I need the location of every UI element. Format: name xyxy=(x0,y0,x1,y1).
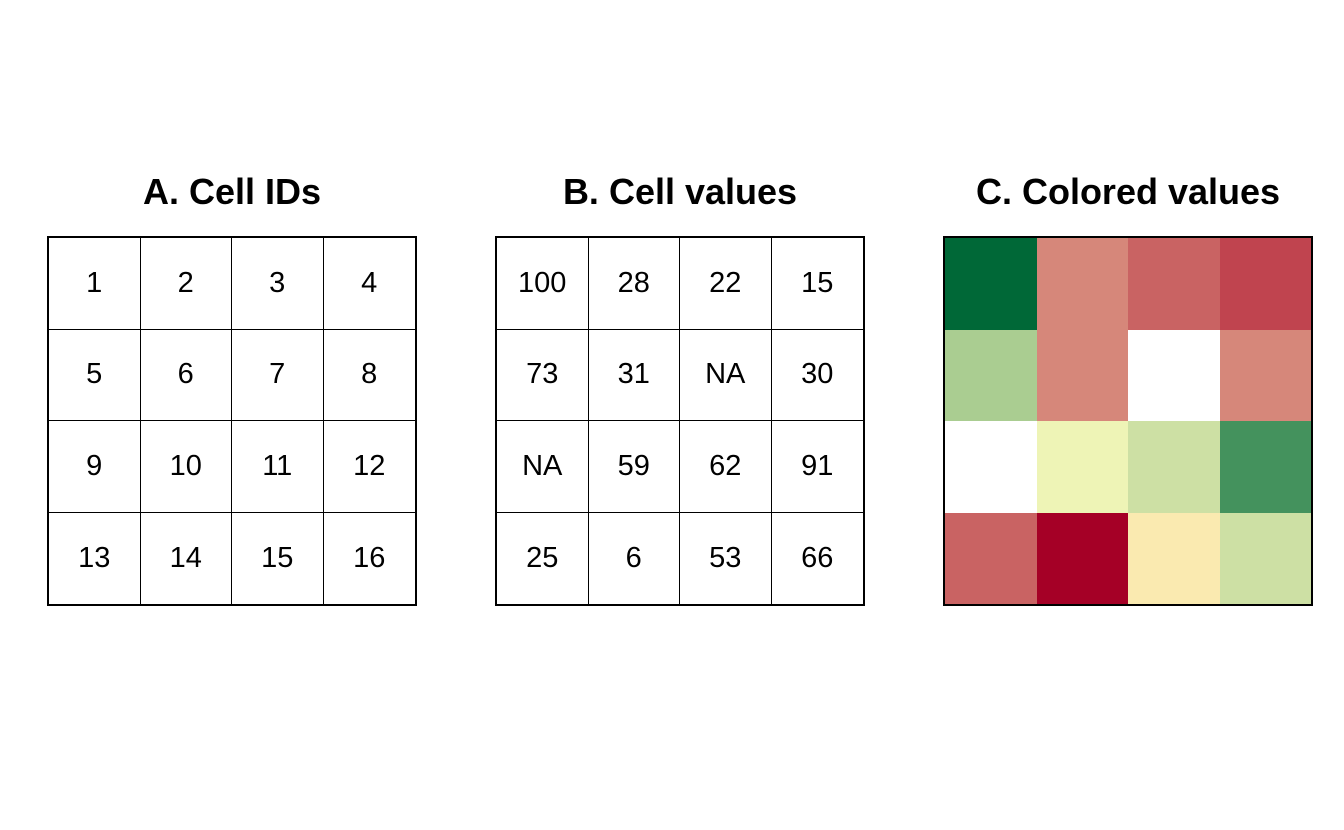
panel-title-colored-values: C. Colored values xyxy=(975,171,1281,212)
colored-cell xyxy=(1036,512,1128,604)
cell-value: 31 xyxy=(588,329,680,421)
colored-cell xyxy=(1219,421,1311,513)
cell-value: 62 xyxy=(680,421,772,513)
cell-value: 59 xyxy=(588,421,680,513)
cell-id: 15 xyxy=(232,512,324,604)
cell-value: 25 xyxy=(497,512,589,604)
cell-id: 12 xyxy=(323,421,415,513)
colored-cell xyxy=(1128,512,1220,604)
cell-id: 10 xyxy=(140,421,232,513)
colored-cell xyxy=(1219,238,1311,330)
cell-value: 73 xyxy=(497,329,589,421)
colored-cell xyxy=(1036,329,1128,421)
colored-value-grid xyxy=(943,236,1313,606)
cell-value: 15 xyxy=(771,238,863,330)
colored-cell xyxy=(1128,238,1220,330)
colored-cell xyxy=(945,421,1037,513)
cell-value: NA xyxy=(497,421,589,513)
colored-cell xyxy=(1128,421,1220,513)
cell-value-grid: 100 28 22 15 73 31 NA 30 NA 59 62 91 25 6 53 66 xyxy=(495,236,865,606)
cell-id: 4 xyxy=(323,238,415,330)
cell-value: 91 xyxy=(771,421,863,513)
cell-id: 11 xyxy=(232,421,324,513)
cell-value: 66 xyxy=(801,541,834,574)
cell-value: 100 xyxy=(497,238,589,330)
colored-cell xyxy=(1219,512,1311,604)
cell-id: 1 xyxy=(49,238,141,330)
cell-value: 53 xyxy=(680,512,772,604)
cell-id: 7 xyxy=(232,329,324,421)
colored-cell xyxy=(1036,238,1128,330)
cell-id: 8 xyxy=(323,330,415,421)
colored-cell xyxy=(1128,329,1220,421)
cell-id: 14 xyxy=(141,512,232,604)
cell-id: 9 xyxy=(49,421,141,513)
cell-id: 13 xyxy=(49,512,141,604)
cell-id: 2 xyxy=(140,238,232,330)
cell-value: 22 xyxy=(680,238,772,330)
cell-id: 5 xyxy=(49,329,141,421)
cell-value: NA xyxy=(680,329,772,421)
cell-id: 6 xyxy=(140,329,232,421)
cell-id: 16 xyxy=(353,541,386,574)
colored-cell xyxy=(945,512,1037,604)
cell-id-grid: 1 2 3 4 5 6 7 8 9 10 11 12 13 14 15 16 xyxy=(47,236,417,606)
cell-value: 30 xyxy=(771,330,863,421)
panel-title-cell-ids: A. Cell IDs xyxy=(142,171,322,212)
colored-cell xyxy=(945,329,1037,421)
panel-title-cell-values: B. Cell values xyxy=(562,171,798,212)
cell-value: 6 xyxy=(589,512,680,604)
colored-cell xyxy=(1219,329,1311,421)
colored-cell xyxy=(945,238,1037,330)
cell-value: 28 xyxy=(588,238,680,330)
cell-id: 3 xyxy=(232,238,324,330)
colored-cell xyxy=(1036,421,1128,513)
